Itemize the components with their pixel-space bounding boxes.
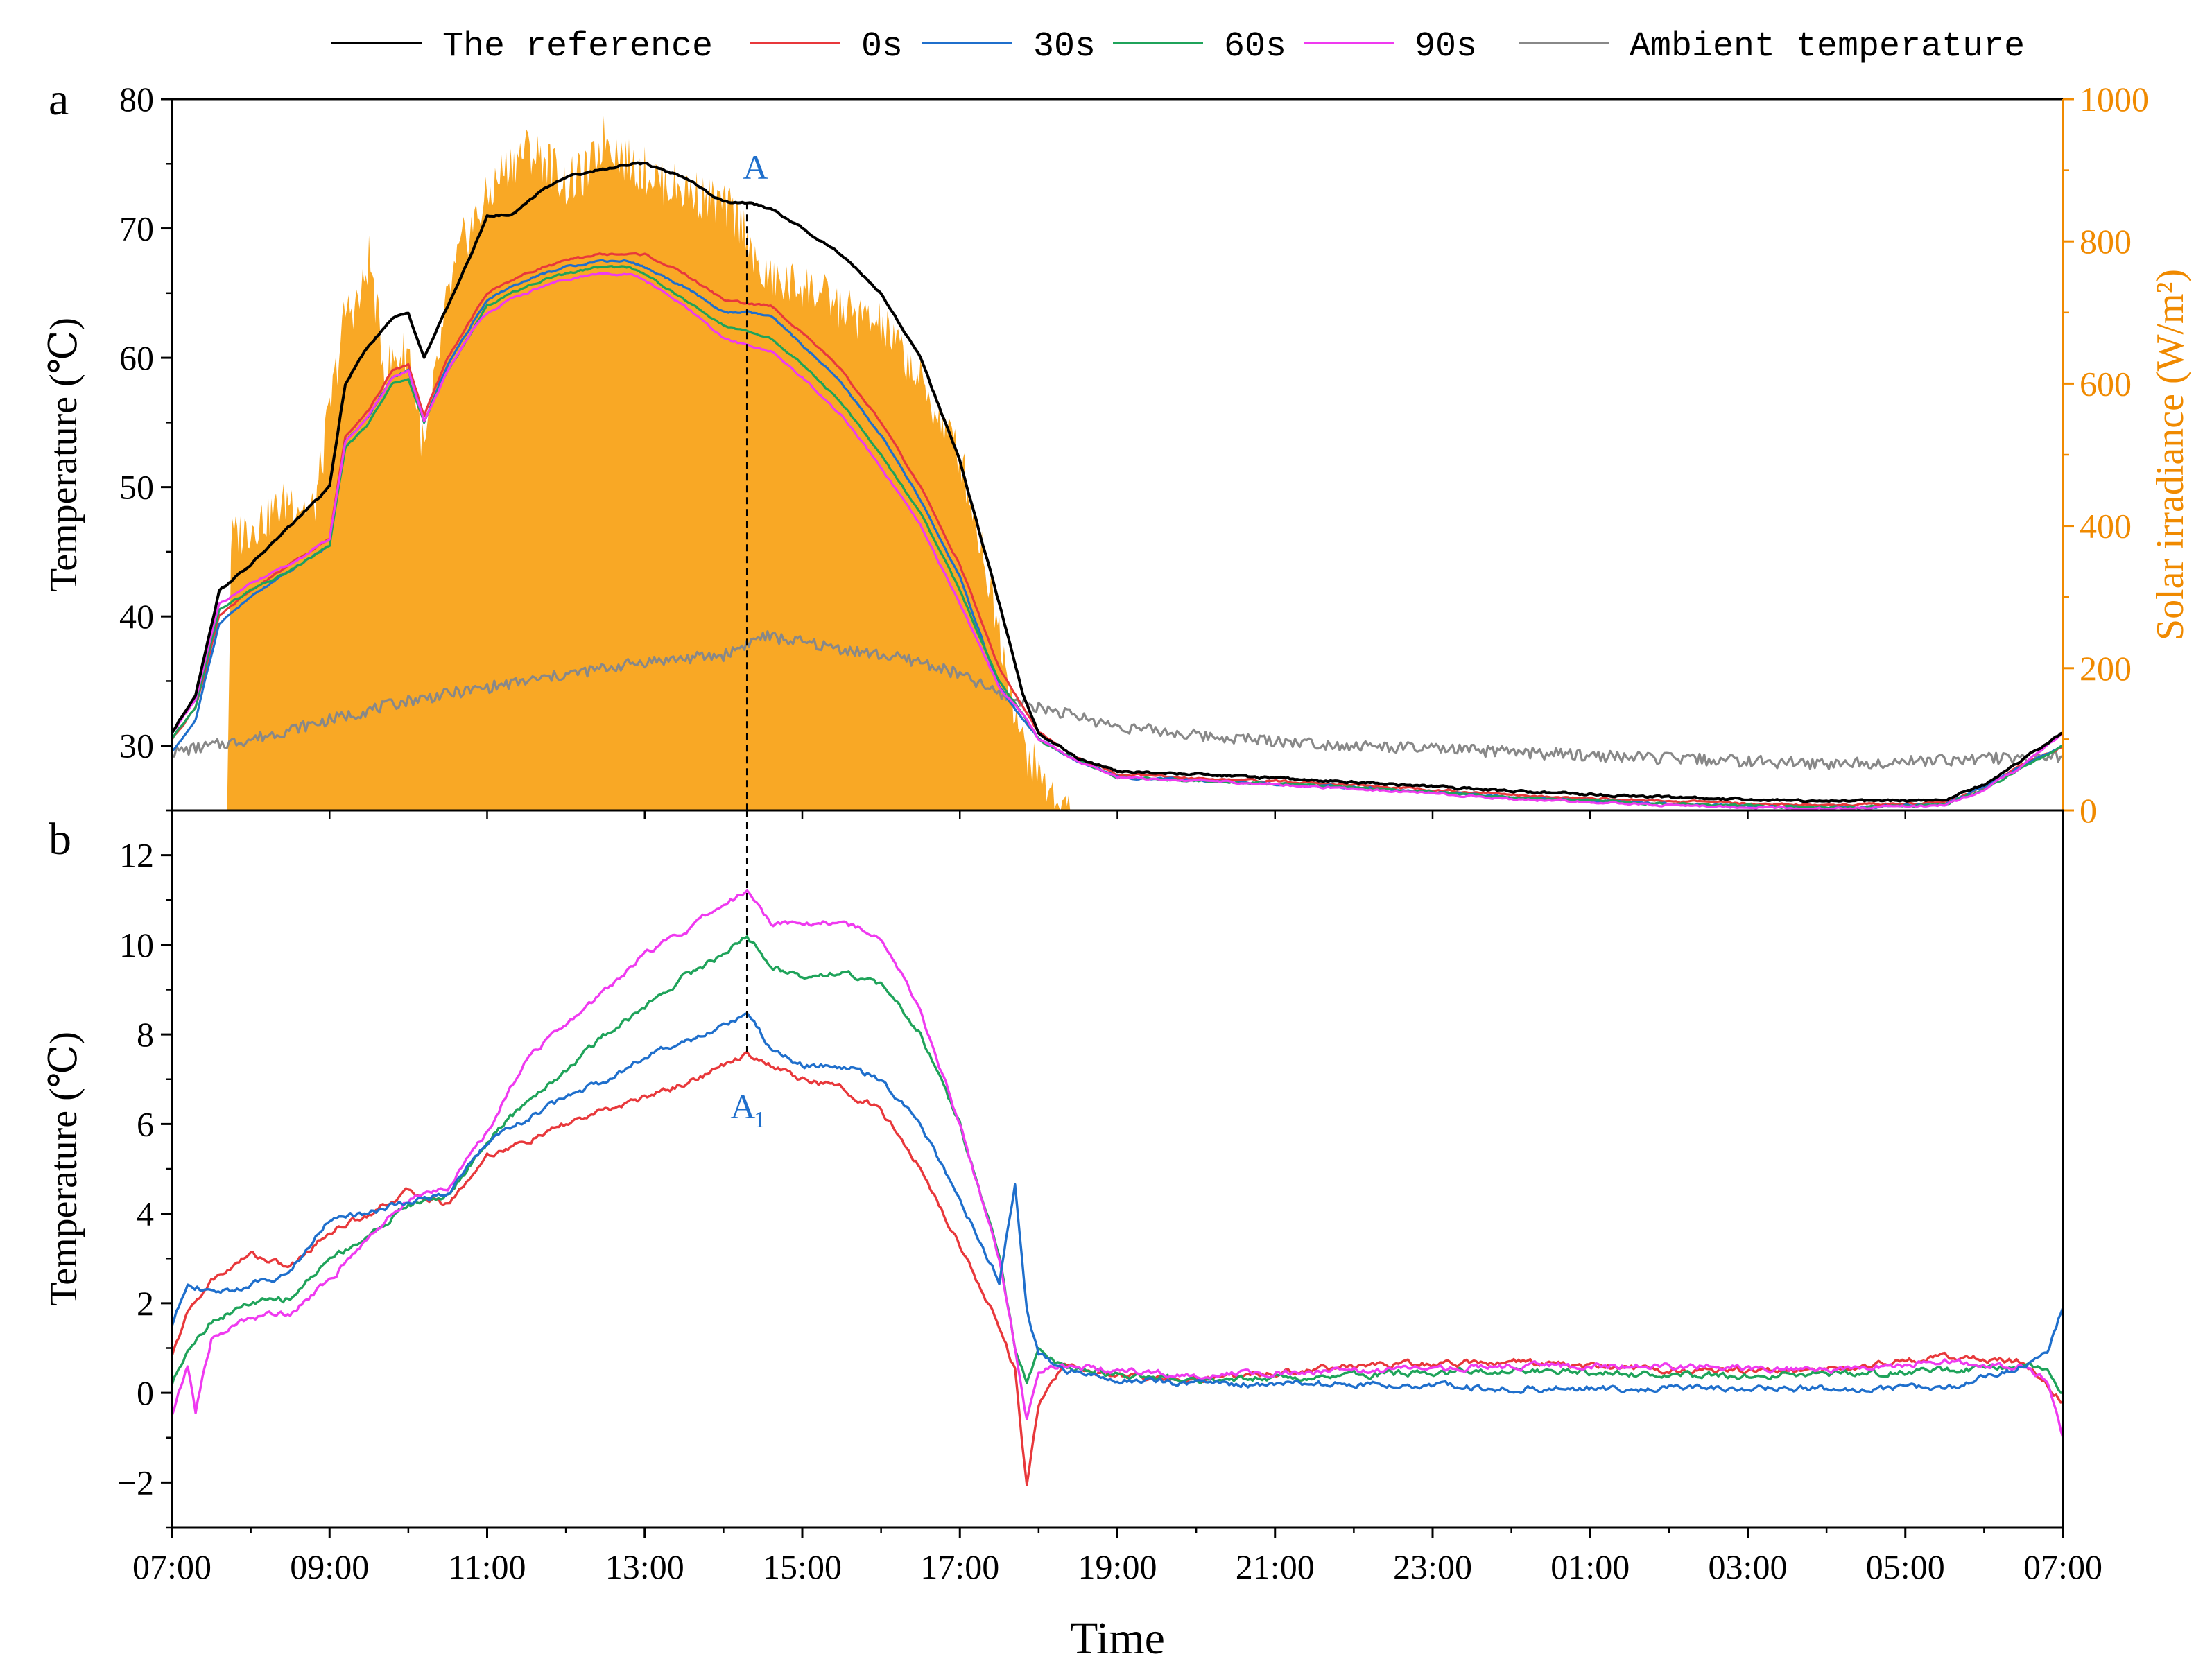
y2-tick-label-a: 200 (2080, 649, 2132, 688)
legend: The reference 0s 30s 60s 90s Ambient temperat… (331, 27, 2025, 67)
x-tick-label: 11:00 (448, 1547, 526, 1586)
annotation-label-a: A (743, 148, 768, 186)
y-axis-title-a: Temperature (℃) (42, 318, 85, 592)
annotation-label-b-subscript: 1 (754, 1107, 766, 1133)
irradiance-area (227, 116, 1071, 810)
y-tick-label-a: 70 (119, 209, 154, 248)
x-tick-label: 03:00 (1709, 1547, 1788, 1586)
legend-label-s60: 60s (1224, 27, 1286, 67)
legend-label-s30: 30s (1033, 27, 1096, 67)
y-tick-label-b: 0 (137, 1373, 154, 1412)
panel-label-a: a (49, 74, 69, 125)
y-tick-label-b: 12 (119, 836, 154, 875)
x-tick-label: 23:00 (1393, 1547, 1472, 1586)
series-line-reference-a (172, 161, 2063, 803)
y2-tick-label-a: 800 (2080, 222, 2132, 261)
x-tick-label: 21:00 (1236, 1547, 1315, 1586)
panel-a: 30405060708002004006008001000Temperature… (42, 74, 2192, 830)
legend-label-ambient: Ambient temperature (1630, 27, 2025, 67)
series-line-ambient-a (172, 630, 2063, 770)
x-axis-title: Time (1070, 1613, 1165, 1664)
y-tick-label-b: 2 (137, 1284, 154, 1323)
panel-label-b: b (49, 814, 71, 864)
y-tick-label-a: 50 (119, 468, 154, 507)
x-tick-label: 07:00 (132, 1547, 211, 1586)
y-tick-label-b: 8 (137, 1015, 154, 1054)
series-line-s90-a (172, 272, 2063, 810)
legend-label-reference: The reference (442, 27, 713, 67)
x-tick-label: 05:00 (1866, 1547, 1945, 1586)
y2-axis-title-a: Solar irradiance (W/m²) (2149, 269, 2192, 641)
panel-b: −2 0 2 4 6 8 10 12 07:00 09:00 11:00 13:00 15:00 17:0… (42, 809, 2102, 1664)
annotation-label-b: A (730, 1087, 755, 1126)
x-tick-label: 09:00 (290, 1547, 369, 1586)
legend-label-s0: 0s (861, 27, 903, 67)
y2-tick-label-a: 400 (2080, 507, 2132, 546)
y-tick-label-b: 6 (137, 1104, 154, 1143)
x-tick-label: 17:00 (920, 1547, 999, 1586)
y-tick-label-a: 30 (119, 727, 154, 765)
legend-label-s90: 90s (1415, 27, 1477, 67)
x-tick-label: 15:00 (763, 1547, 842, 1586)
y-tick-label-a: 80 (119, 80, 154, 119)
y-tick-label-a: 40 (119, 597, 154, 636)
y2-tick-label-a: 1000 (2080, 80, 2149, 119)
y-tick-label-b: 4 (137, 1194, 154, 1233)
y-tick-label-a: 60 (119, 338, 154, 377)
y-tick-label-b: 10 (119, 926, 154, 964)
x-tick-label: 01:00 (1550, 1547, 1630, 1586)
y2-tick-label-a: 0 (2080, 791, 2097, 830)
x-tick-label: 13:00 (605, 1547, 684, 1586)
x-tick-label: 07:00 (2023, 1547, 2102, 1586)
series-line-s90-b (172, 889, 2063, 1439)
series-line-s0-b (172, 1050, 2063, 1486)
series-line-s30-b (172, 1012, 2063, 1394)
y2-tick-label-a: 600 (2080, 364, 2132, 403)
y-axis-title-b: Temperature (℃) (42, 1032, 85, 1306)
y-tick-label-b: −2 (117, 1463, 154, 1502)
x-tick-label: 19:00 (1078, 1547, 1157, 1586)
